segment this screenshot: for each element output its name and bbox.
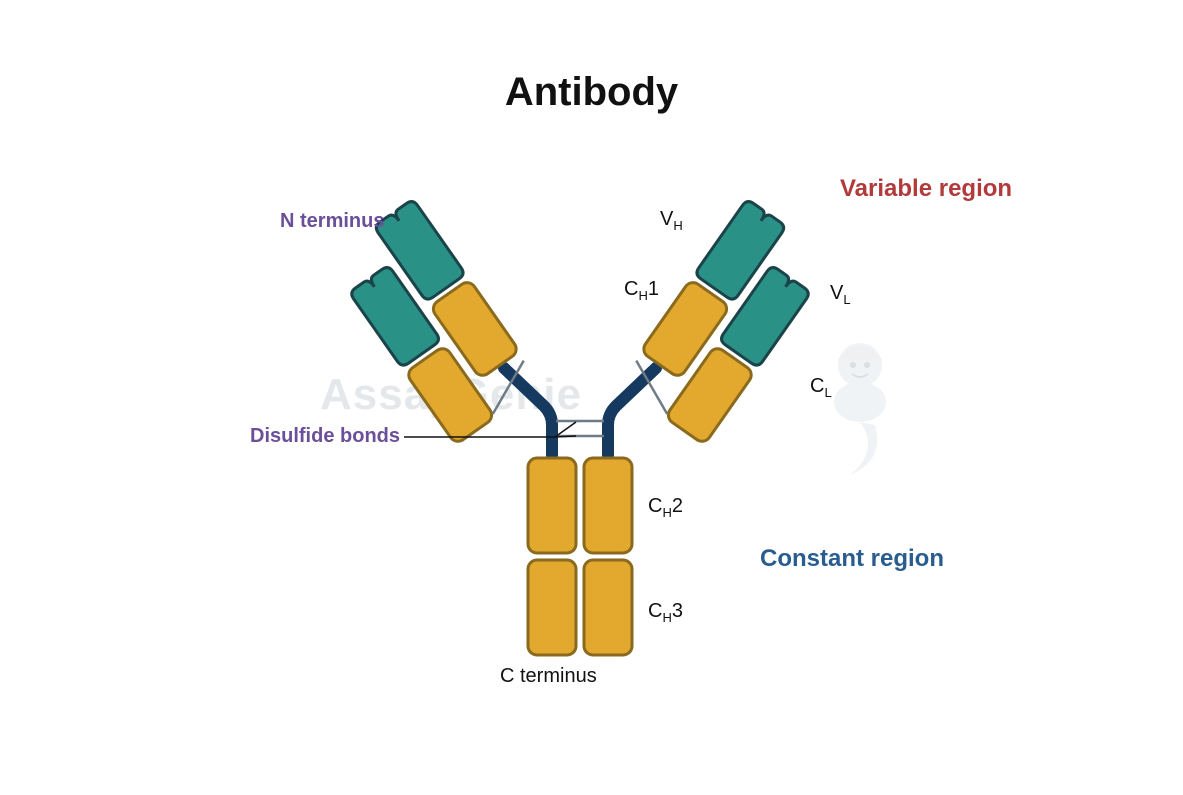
- vl-label: VL: [830, 282, 851, 307]
- disulfide-bonds-label: Disulfide bonds: [250, 425, 400, 448]
- n-terminus-label: N terminus: [280, 210, 384, 233]
- cl-label: CL: [810, 375, 832, 400]
- ch2-label: CH2: [648, 495, 683, 520]
- constant-region-label: Constant region: [760, 545, 944, 573]
- ch3-label: CH3: [648, 600, 683, 625]
- fc-stem: [528, 458, 632, 655]
- variable-region-label: Variable region: [840, 175, 1012, 203]
- right-arm: [617, 199, 833, 445]
- ch1-label: CH1: [624, 278, 659, 303]
- watermark-genie-icon: [834, 343, 886, 475]
- hinge-region: [504, 368, 656, 455]
- c-terminus-label: C terminus: [500, 665, 597, 688]
- left-arm: [326, 199, 542, 445]
- vh-label: VH: [660, 208, 683, 233]
